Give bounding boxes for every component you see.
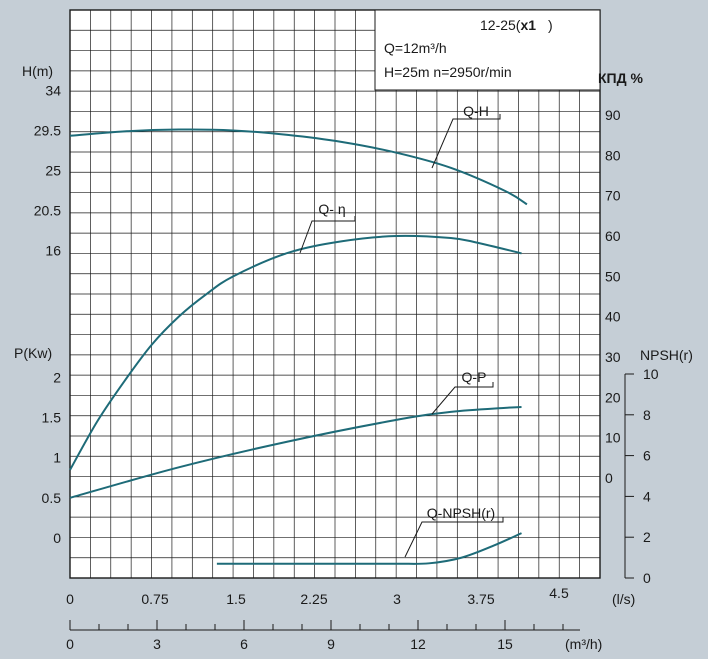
x-axis-ls-tick-label: 3.75	[467, 591, 494, 607]
y-axis-npsh-tick-label: 6	[643, 448, 651, 464]
series-leader-line	[431, 382, 494, 415]
y-axis-efficiency-tick-label: 50	[605, 268, 621, 284]
y-axis-efficiency-label: КПД %	[598, 70, 643, 86]
info-box-frame	[374, 9, 601, 91]
x-axis-m3h-tick-label: 6	[240, 636, 248, 652]
y-axis-npsh-tick-label: 10	[643, 366, 659, 382]
y-axis-efficiency-tick-label: 80	[605, 147, 621, 163]
y-axis-head-tick-label: 16	[45, 243, 61, 259]
y-axis-power-tick-label: 2	[53, 369, 61, 385]
series-leader-line	[299, 216, 356, 254]
series-line	[69, 128, 528, 206]
series-label: Q-H	[463, 103, 489, 119]
y-axis-efficiency-tick-label: 20	[605, 389, 621, 405]
series-leader-line	[404, 517, 504, 558]
y-axis-efficiency-tick-label: 40	[605, 309, 621, 325]
y-axis-head-tick-label: 25	[45, 163, 61, 179]
x-axis-ls-tick-label: 4.5	[549, 585, 569, 601]
y-axis-head-label: H(m)	[22, 63, 53, 79]
series-label: Q-P	[462, 369, 487, 385]
x-axis-ls-tick-label: 3	[393, 591, 401, 607]
series-leader-line	[431, 114, 501, 169]
flow-annotation: Q=12m³/h	[384, 40, 447, 56]
chart-title-multiplier: x1	[520, 17, 536, 33]
y-axis-head-tick-label: 34	[45, 82, 61, 98]
series-label: Q- η	[318, 201, 345, 217]
head-speed-annotation: H=25m n=2950r/min	[384, 64, 512, 80]
y-axis-npsh-label: NPSH(r)	[640, 347, 693, 363]
y-axis-npsh-tick-label: 8	[643, 407, 651, 423]
chart-title-close: )	[548, 17, 553, 33]
info-box: 12-25(x1) Q=12m³/h H=25m n=2950r/min	[374, 9, 601, 91]
x-axis-ls-label: (l/s)	[612, 591, 635, 607]
chart-title: 12-25(x1)	[480, 17, 553, 33]
y-axis-efficiency-tick-label: 10	[605, 430, 621, 446]
curves	[69, 128, 528, 565]
curve-labels: Q-H Q- η Q-P Q-NPSH(r)	[299, 103, 504, 558]
x-axis-ls-tick-label: 0	[66, 591, 74, 607]
series-line	[69, 234, 522, 471]
grid	[70, 10, 600, 578]
y-axis-npsh-tick-label: 0	[643, 570, 651, 586]
y-axis-power-tick-label: 0.5	[42, 490, 62, 506]
x-axis-m3h-label: (m³/h)	[565, 636, 602, 652]
x-axis-ls-tick-label: 2.25	[300, 591, 327, 607]
x-axis-ls-tick-label: 1.5	[226, 591, 246, 607]
y-axis-efficiency-tick-label: 0	[605, 470, 613, 486]
x-axis-m3h-tick-label: 15	[497, 636, 513, 652]
y-axis-npsh-tick-label: 2	[643, 529, 651, 545]
series-label: Q-NPSH(r)	[427, 505, 495, 521]
y-axis-head-tick-label: 29.5	[34, 122, 61, 138]
y-axis-power-tick-label: 1	[53, 450, 61, 466]
x-axis-m3h-tick-label: 12	[410, 636, 426, 652]
y-axis-efficiency-tick-label: 60	[605, 228, 621, 244]
x-axis-m3h-tick-label: 0	[66, 636, 74, 652]
x-axis-m3h-tick-label: 9	[327, 636, 335, 652]
x-axis-ls-tick-label: 0.75	[141, 591, 168, 607]
x-axis-m3h-tick-label: 3	[153, 636, 161, 652]
chart-title-model: 12-25(	[480, 17, 521, 33]
series-line	[69, 406, 522, 499]
y-axis-efficiency-tick-label: 70	[605, 188, 621, 204]
y-axis-power-label: P(Kw)	[14, 345, 52, 361]
y-axis-efficiency-tick-label: 90	[605, 107, 621, 123]
series-line	[216, 532, 522, 565]
y-axis-power-tick-label: 1.5	[42, 410, 62, 426]
y-axis-npsh-tick-label: 4	[643, 488, 651, 504]
y-axis-power-tick-label: 0	[53, 530, 61, 546]
y-axis-head-tick-label: 20.5	[34, 203, 61, 219]
y-axis-efficiency-tick-label: 30	[605, 349, 621, 365]
